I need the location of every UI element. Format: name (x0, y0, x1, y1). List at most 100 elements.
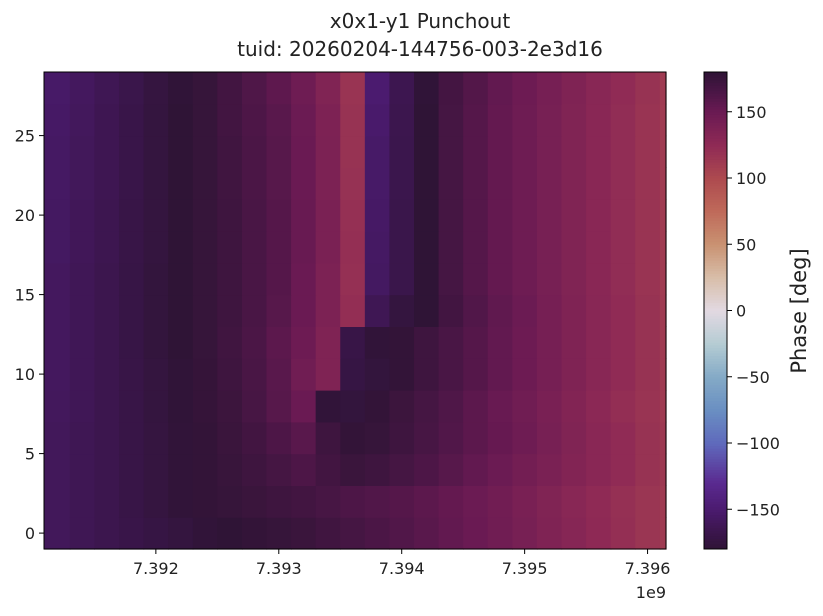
heatmap-cell (192, 485, 218, 518)
colorbar-segment (704, 241, 727, 245)
heatmap-cell (217, 135, 243, 168)
heatmap-cell (487, 390, 513, 423)
heatmap-cell (414, 199, 440, 232)
heatmap-cell (94, 231, 120, 264)
colorbar-segment (704, 109, 727, 113)
colorbar-tick-label: 100 (736, 169, 767, 188)
heatmap-cell (463, 167, 489, 200)
heatmap-cell (586, 485, 612, 518)
colorbar-segment (704, 469, 727, 473)
heatmap-cell (586, 103, 612, 137)
heatmap-cell (487, 485, 513, 518)
heatmap-cell (315, 167, 341, 200)
colorbar-segment (704, 199, 727, 203)
heatmap-cell (94, 517, 120, 550)
colorbar-segment (704, 302, 727, 306)
heatmap-cell (143, 135, 169, 168)
colorbar-segment (704, 456, 727, 460)
heatmap-cell (340, 453, 366, 486)
colorbar-segment (704, 461, 727, 465)
colorbar-segment (704, 432, 727, 436)
heatmap-cell (69, 517, 95, 550)
heatmap-cell (512, 231, 538, 264)
heatmap-cell (635, 517, 661, 550)
colorbar-segment (704, 148, 727, 152)
heatmap-cell (291, 231, 317, 264)
colorbar-segment (704, 342, 727, 346)
colorbar-segment (704, 183, 727, 187)
heatmap-cell (241, 103, 268, 137)
heatmap-cell (364, 421, 391, 455)
heatmap-cell (291, 517, 317, 550)
heatmap-cell (536, 485, 563, 518)
colorbar-segment (704, 522, 727, 526)
heatmap-cell (118, 485, 145, 518)
colorbar-segment (704, 159, 727, 163)
heatmap-cell (143, 231, 169, 264)
heatmap-cell (561, 485, 587, 518)
y-tick-label: 15 (15, 286, 35, 305)
heatmap-cell (635, 72, 661, 105)
heatmap-cell (340, 103, 366, 137)
heatmap-cell (512, 390, 538, 423)
y-axis: 0 5 10 15 20 25 (15, 127, 44, 543)
heatmap-cell (512, 421, 538, 455)
heatmap-cell (291, 103, 317, 137)
heatmap-cell (241, 326, 268, 359)
heatmap-cell (217, 421, 243, 455)
heatmap-cell (192, 358, 218, 391)
heatmap-cell (118, 453, 145, 486)
colorbar-segment (704, 337, 727, 341)
heatmap-cell (315, 517, 341, 550)
heatmap-cell (44, 294, 71, 327)
heatmap-cell (487, 167, 513, 200)
colorbar-segment (704, 371, 727, 375)
heatmap-cell (364, 72, 391, 105)
colorbar-segment (704, 268, 727, 272)
heatmap-cell (438, 358, 464, 391)
colorbar-segment (704, 390, 727, 394)
colorbar-segment (704, 519, 727, 523)
heatmap-cell (217, 485, 243, 518)
heatmap-cell (364, 262, 391, 296)
colorbar-segment (704, 191, 727, 195)
colorbar-segment (704, 379, 727, 383)
heatmap-cell (217, 294, 243, 327)
heatmap-cell (143, 103, 169, 137)
colorbar-segment (704, 74, 727, 78)
heatmap-cell (512, 199, 538, 232)
colorbar-segment (704, 178, 727, 182)
heatmap-cell (118, 135, 145, 168)
heatmap-cell (217, 72, 243, 105)
colorbar-segment (704, 170, 727, 174)
heatmap-cell (389, 135, 415, 168)
colorbar-tick-label: 50 (736, 235, 756, 254)
heatmap-cell (266, 517, 292, 550)
colorbar-segment (704, 215, 727, 219)
colorbar-segment (704, 125, 727, 129)
heatmap-cell (438, 135, 464, 168)
heatmap-cell (561, 199, 587, 232)
heatmap-cell (487, 326, 513, 359)
heatmap-cell (610, 453, 636, 486)
heatmap-cell (364, 485, 391, 518)
colorbar-segment (704, 172, 727, 176)
heatmap-cell (315, 485, 341, 518)
colorbar-segment (704, 260, 727, 264)
heatmap-cell (463, 421, 489, 455)
heatmap-cell (94, 103, 120, 137)
heatmap-cell (118, 103, 145, 137)
heatmap-cell (610, 294, 636, 327)
heatmap-cell (291, 358, 317, 391)
heatmap-cell (438, 294, 464, 327)
heatmap-cell (635, 199, 661, 232)
heatmap-cell (266, 453, 292, 486)
colorbar-segment (704, 435, 727, 439)
heatmap-cell (389, 72, 415, 105)
heatmap-cell (659, 517, 667, 550)
heatmap-cell (217, 358, 243, 391)
colorbar-segment (704, 480, 727, 484)
heatmap-cell (561, 167, 587, 200)
heatmap-cell (561, 72, 587, 105)
heatmap-cell (487, 72, 513, 105)
